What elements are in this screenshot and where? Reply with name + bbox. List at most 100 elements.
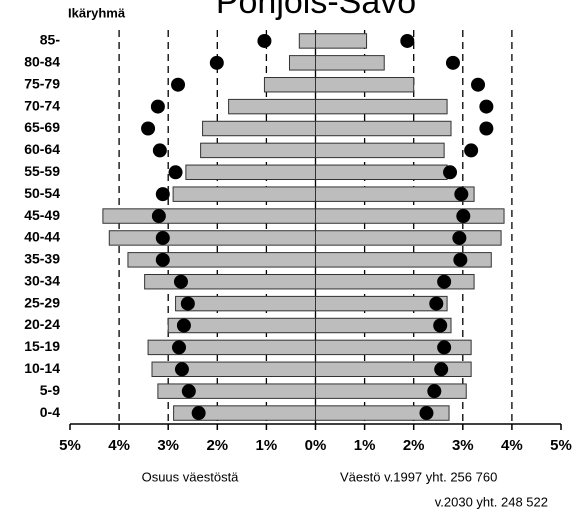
- x-tick-label: 1%: [256, 437, 278, 454]
- bar-left: [288, 55, 316, 71]
- dot-right: [456, 209, 471, 224]
- bar-right: [315, 230, 502, 246]
- dot-right: [479, 121, 494, 136]
- bar-right: [315, 295, 448, 312]
- bar-left: [263, 76, 317, 93]
- dot-right: [445, 55, 460, 70]
- bar-left: [228, 98, 316, 115]
- dot-left: [191, 406, 206, 421]
- x-label-right-2: v.2030 yht. 248 522: [435, 494, 548, 509]
- dot-left: [151, 209, 166, 224]
- dot-right: [427, 384, 442, 399]
- bar-right: [315, 98, 448, 115]
- dot-left: [172, 340, 187, 355]
- dot-right: [434, 362, 449, 377]
- bar-left: [157, 383, 316, 399]
- x-label-right: Väestö v.1997 yht. 256 760: [340, 469, 497, 484]
- bar-right: [315, 142, 445, 159]
- bar-right: [315, 383, 467, 399]
- bar-left: [175, 295, 316, 312]
- category-label: 65-69: [24, 119, 60, 135]
- dot-right: [433, 318, 448, 333]
- bar-left: [172, 186, 316, 202]
- x-tick-label: 2%: [403, 437, 425, 454]
- category-label: 80-84: [24, 54, 60, 70]
- dot-right: [464, 143, 479, 158]
- category-label: 10-14: [24, 360, 60, 376]
- dot-right: [443, 165, 458, 180]
- category-label: 20-24: [24, 316, 60, 332]
- dot-left: [180, 296, 195, 311]
- category-label: 25-29: [24, 294, 60, 310]
- category-label: 35-39: [24, 251, 60, 267]
- category-label: 55-59: [24, 163, 60, 179]
- bar-right: [315, 273, 475, 290]
- category-label: 60-64: [24, 141, 60, 157]
- dot-right: [400, 33, 415, 48]
- bar-right: [315, 186, 475, 202]
- bar-left: [185, 164, 316, 181]
- x-tick-label: 5%: [550, 437, 572, 454]
- bar-left: [202, 120, 317, 137]
- bar-right: [315, 76, 415, 93]
- y-axis-label: Ikäryhmä: [68, 5, 126, 20]
- x-tick-label: 2%: [206, 437, 228, 454]
- bar-left: [144, 273, 316, 290]
- category-label: 85-: [40, 32, 61, 48]
- category-label: 45-49: [24, 207, 60, 223]
- x-tick-label: 4%: [108, 437, 130, 454]
- bar-right: [315, 33, 368, 49]
- dot-left: [176, 318, 191, 333]
- bar-left: [108, 230, 316, 246]
- category-label: 40-44: [24, 229, 60, 245]
- bar-right: [315, 405, 450, 421]
- bar-right: [315, 164, 448, 181]
- dot-left: [173, 274, 188, 289]
- x-tick-label: 1%: [354, 437, 376, 454]
- x-tick-label: 5%: [59, 437, 81, 454]
- x-tick-label: 4%: [501, 437, 523, 454]
- dot-right: [429, 296, 444, 311]
- category-label: 30-34: [24, 272, 60, 288]
- category-label: 75-79: [24, 75, 60, 91]
- dot-left: [155, 187, 170, 202]
- bar-left: [298, 33, 316, 49]
- dot-left: [181, 384, 196, 399]
- bar-right: [315, 317, 452, 334]
- bar-right: [315, 339, 472, 356]
- dot-right: [454, 187, 469, 202]
- dot-left: [257, 33, 272, 48]
- category-label: 0-4: [40, 404, 60, 420]
- bar-right: [315, 120, 452, 137]
- bar-right: [315, 208, 505, 224]
- x-tick-label: 3%: [157, 437, 179, 454]
- dot-right: [437, 274, 452, 289]
- category-label: 50-54: [24, 185, 60, 201]
- dot-right: [452, 230, 467, 245]
- bar-right: [315, 361, 472, 378]
- dot-left: [168, 165, 183, 180]
- dot-left: [155, 252, 170, 267]
- dot-right: [419, 406, 434, 421]
- x-tick-label: 0%: [305, 437, 327, 454]
- category-label: 15-19: [24, 338, 60, 354]
- dot-right: [471, 77, 486, 92]
- dot-left: [171, 77, 186, 92]
- dot-left: [209, 55, 224, 70]
- x-label-left: Osuus väestöstä: [142, 469, 240, 484]
- dot-right: [453, 252, 468, 267]
- dot-left: [152, 143, 167, 158]
- bar-left: [102, 208, 316, 224]
- dot-right: [479, 99, 494, 114]
- chart-title: Pohjois-Savo: [216, 0, 416, 21]
- x-tick-label: 3%: [452, 437, 474, 454]
- bar-right: [315, 252, 492, 268]
- bar-right: [315, 55, 385, 71]
- bar-left: [200, 142, 316, 159]
- dot-left: [174, 362, 189, 377]
- dot-left: [150, 99, 165, 114]
- category-label: 5-9: [40, 382, 60, 398]
- dot-left: [141, 121, 156, 136]
- category-label: 70-74: [24, 97, 60, 113]
